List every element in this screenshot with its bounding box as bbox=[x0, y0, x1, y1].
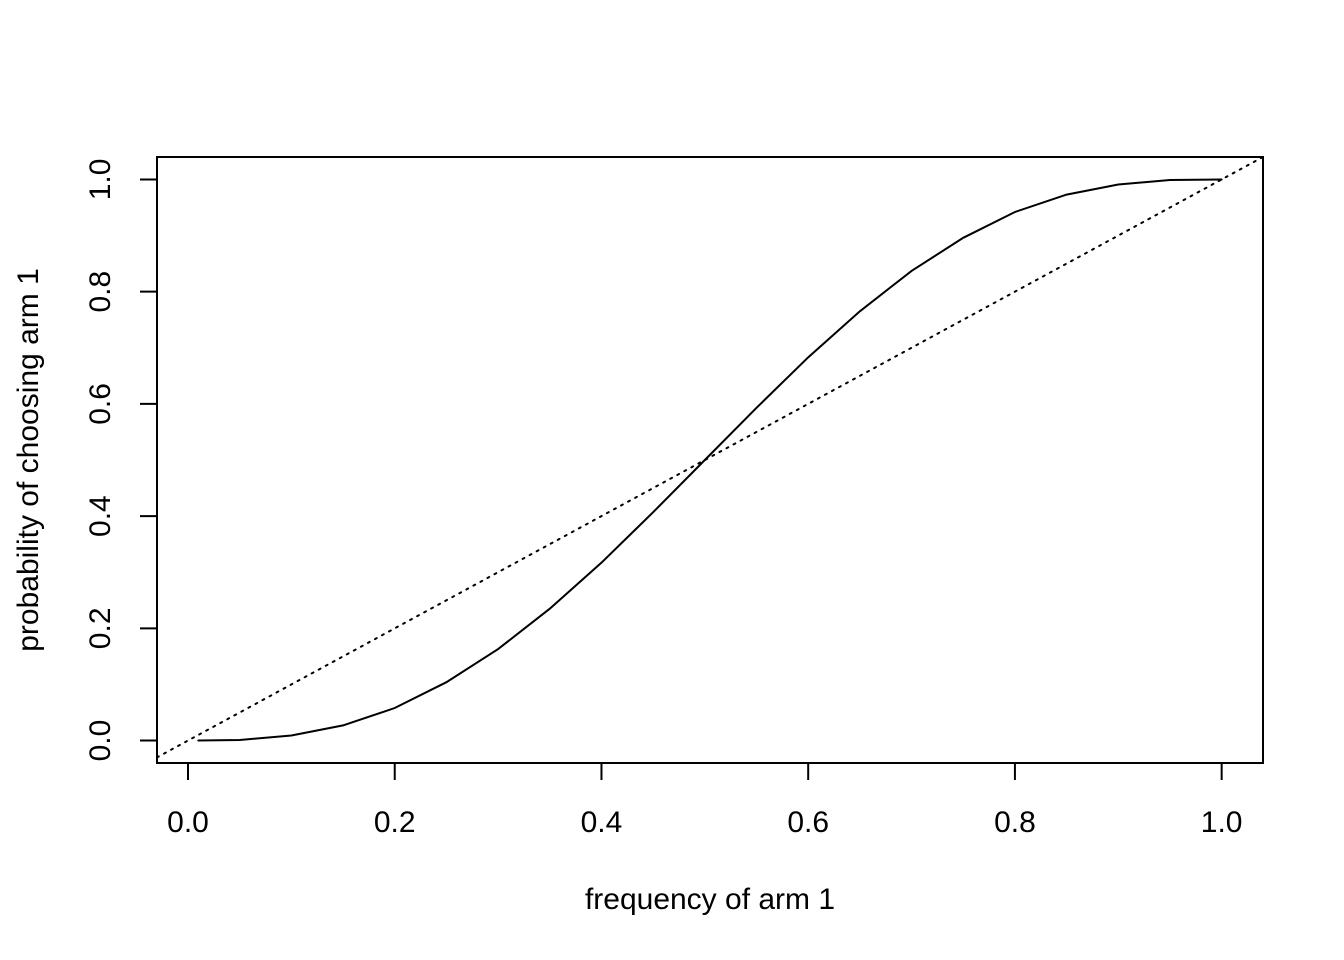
y-tick-label: 0.2 bbox=[84, 607, 117, 649]
y-tick-label: 0.0 bbox=[84, 720, 117, 762]
x-tick-label: 1.0 bbox=[1201, 806, 1243, 839]
series-line bbox=[156, 156, 1264, 759]
plot-frame bbox=[156, 156, 1264, 764]
y-axis-title: probability of choosing arm 1 bbox=[12, 268, 45, 652]
y-tick-label: 0.6 bbox=[84, 383, 117, 425]
x-axis-title: frequency of arm 1 bbox=[585, 883, 835, 916]
x-tick-label: 0.6 bbox=[787, 806, 829, 839]
x-tick-label: 0.4 bbox=[581, 806, 623, 839]
y-tick-label: 0.8 bbox=[84, 271, 117, 313]
y-tick-label: 1.0 bbox=[84, 159, 117, 201]
series-line bbox=[197, 178, 1223, 742]
x-tick-label: 0.8 bbox=[994, 806, 1036, 839]
x-tick-label: 0.2 bbox=[374, 806, 416, 839]
y-tick-label: 0.4 bbox=[84, 495, 117, 537]
x-tick-label: 0.0 bbox=[167, 806, 209, 839]
